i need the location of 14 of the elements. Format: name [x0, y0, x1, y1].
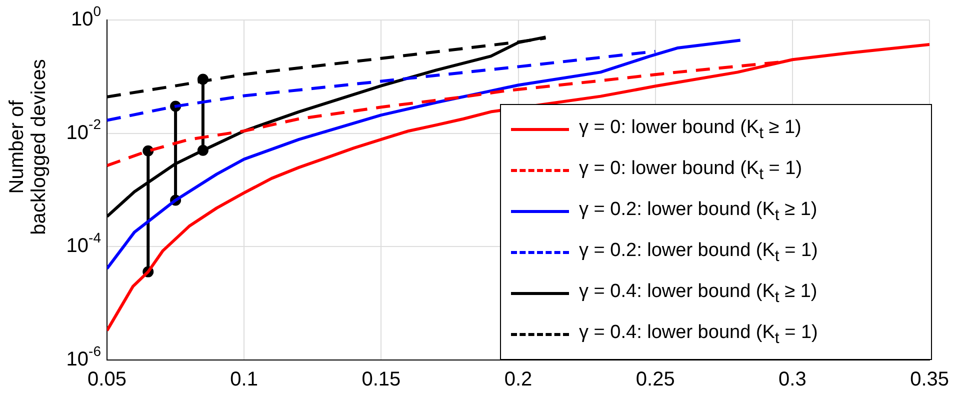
legend-label: γ = 0.4: lower bound (K$_{t}$ = 1) — [579, 322, 818, 348]
x-tick-label: 0.2 — [504, 368, 532, 391]
legend-label: γ = 0.2: lower bound (K$_{t}$ = 1) — [579, 240, 818, 266]
x-tick-label: 0.35 — [910, 368, 950, 391]
x-tick-label: 0.1 — [230, 368, 258, 391]
x-tick-label: 0.05 — [88, 368, 126, 391]
legend-label: γ = 0.4: lower bound (K$_{t}$ ≥ 1) — [579, 280, 818, 306]
x-tick-label: 0.3 — [778, 368, 806, 391]
legend-label: γ = 0.2: lower bound (K$_{t}$ ≥ 1) — [579, 198, 818, 224]
x-tick-label: 0.25 — [636, 368, 675, 391]
legend-label: γ = 0: lower bound (K$_{t}$ ≥ 1) — [579, 116, 802, 142]
legend-label: γ = 0: lower bound (K$_{t}$ = 1) — [579, 158, 802, 184]
y-axis-title: Number of backlogged devices — [6, 58, 50, 237]
x-tick-label: 0.15 — [362, 368, 401, 391]
